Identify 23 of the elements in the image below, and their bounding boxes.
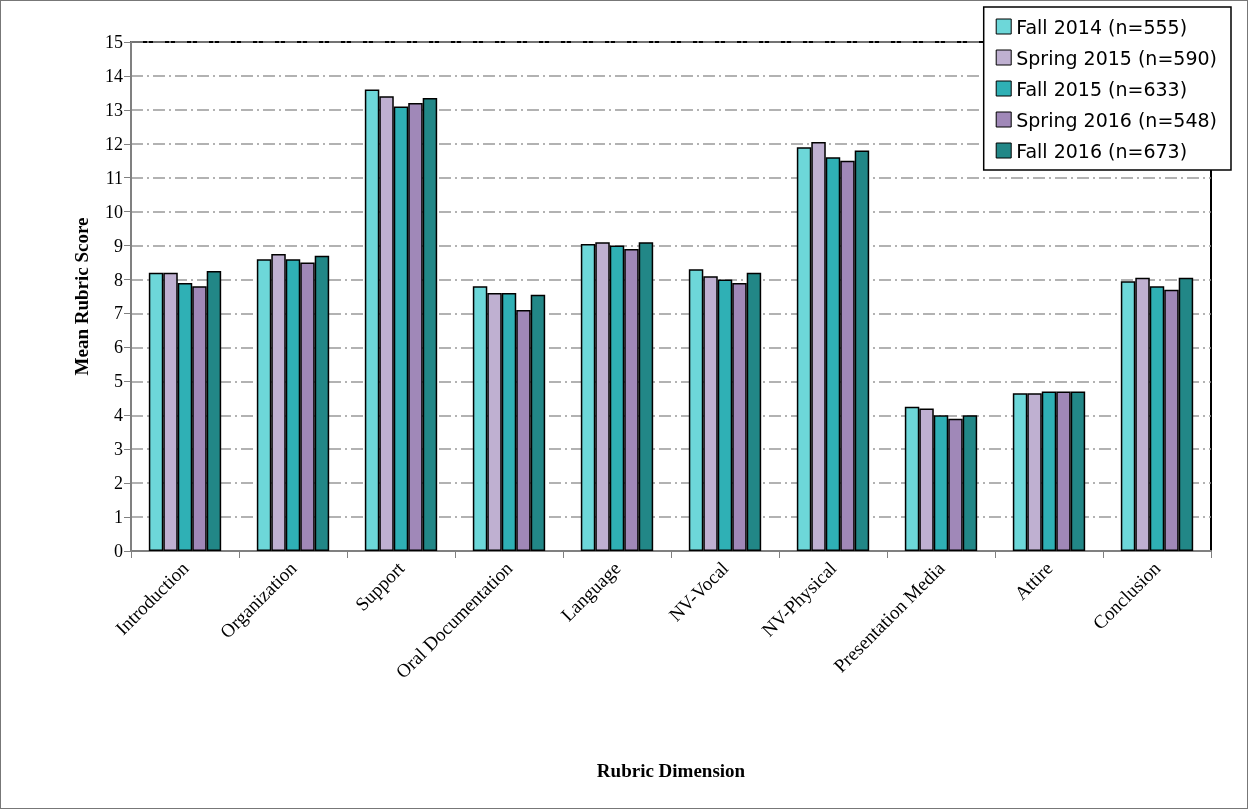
legend-label: Spring 2016 (n=548) [1016, 108, 1218, 131]
y-tick-label: 4 [114, 405, 123, 426]
legend-label: Fall 2014 (n=555) [1016, 15, 1188, 38]
y-tick-label: 12 [105, 133, 123, 154]
x-axis-title: Rubric Dimension [596, 760, 746, 781]
legend-label: Spring 2015 (n=590) [1016, 46, 1218, 69]
y-tick-label: 0 [114, 541, 123, 561]
y-tick-label: 11 [105, 167, 123, 188]
y-tick-label: 2 [114, 473, 123, 494]
y-tick-label: 14 [105, 65, 123, 86]
legend-label: Fall 2015 (n=633) [1016, 77, 1188, 100]
y-tick-label: 13 [105, 99, 123, 120]
y-tick-label: 7 [114, 303, 123, 324]
y-tick-label: 10 [105, 201, 123, 222]
y-tick-label: 9 [114, 235, 123, 256]
y-tick-label: 3 [114, 439, 123, 460]
y-tick-label: 5 [114, 371, 123, 392]
y-axis-title: Mean Rubric Score [71, 217, 92, 376]
y-tick-label: 8 [114, 269, 123, 290]
y-tick-label: 15 [105, 32, 123, 52]
y-tick-label: 6 [114, 337, 123, 358]
y-tick-label: 1 [114, 507, 123, 528]
legend-label: Fall 2016 (n=673) [1016, 139, 1188, 162]
